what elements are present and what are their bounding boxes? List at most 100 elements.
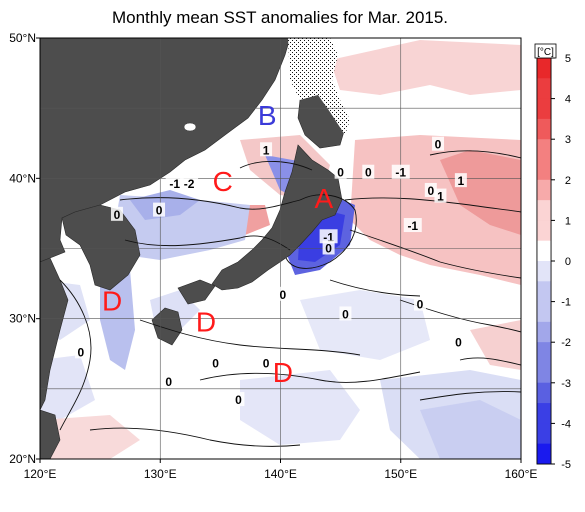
y-tick-label: 30°N — [9, 312, 36, 326]
contour-label-bg — [322, 240, 335, 255]
contour-label-bg — [209, 355, 222, 370]
contour-label: 0 — [165, 375, 172, 389]
contour-label-bg — [391, 164, 410, 179]
contour-label-bg — [153, 202, 166, 217]
contour-label-bg — [260, 355, 273, 370]
colorbar-band — [537, 179, 551, 201]
colorbar-tick-label: -3 — [561, 378, 571, 390]
contour-label: 1 — [437, 190, 444, 204]
x-tick-label: 150°E — [384, 467, 417, 481]
colorbar-band — [537, 98, 551, 119]
contour-label: 0 — [156, 204, 163, 218]
colorbar-band — [537, 240, 551, 261]
y-tick-label: 50°N — [9, 31, 36, 45]
colorbar-band — [537, 321, 551, 343]
region-label-layer: A B C D D D — [102, 100, 333, 388]
contour-label: 0 — [235, 393, 242, 407]
contour-label: 0 — [114, 208, 121, 222]
contour-label-bg — [454, 173, 467, 188]
colorbar-unit-box — [534, 43, 557, 59]
region-label-c: C — [213, 166, 233, 197]
colorbar-band — [537, 403, 551, 424]
region-label-d: D — [102, 285, 122, 316]
contour-label: 0 — [325, 242, 332, 256]
colorbar-band — [537, 382, 551, 404]
lat-lon-grid — [40, 38, 521, 459]
colorbar-band — [537, 443, 551, 464]
island — [183, 122, 197, 132]
sea-ice-area — [288, 38, 350, 135]
contour-label-bg — [232, 392, 245, 407]
contour-label-bg — [276, 286, 289, 301]
colorbar-tick-label: 2 — [565, 175, 571, 187]
colorbar-tick-label: 0 — [565, 256, 571, 268]
contour-label-bg — [162, 373, 175, 388]
colorbar-tick-label: 3 — [565, 134, 571, 146]
contour-label: -2 — [184, 177, 195, 191]
anomaly-shading — [40, 40, 521, 459]
colorbar-band — [537, 261, 551, 282]
contour-label: 1 — [458, 174, 465, 188]
contour-label-bg — [180, 175, 199, 190]
colorbar-band — [537, 423, 551, 444]
contour-label-bg — [362, 164, 375, 179]
contour-label-bg — [260, 142, 273, 157]
region-label-b: B — [258, 100, 277, 131]
contour-label: 0 — [455, 336, 462, 350]
contour-label-bg — [165, 175, 184, 190]
contour-label: 0 — [212, 357, 219, 371]
contour-label-bg — [339, 306, 352, 321]
x-tick-label: 130°E — [144, 467, 177, 481]
colorbar-unit: [°C] — [537, 47, 554, 58]
region-label-d: D — [273, 357, 293, 388]
contour-label-bg — [403, 218, 422, 233]
colorbar-band — [537, 200, 551, 221]
contour-label: 0 — [417, 298, 424, 312]
colorbar-bands — [536, 57, 552, 465]
contour-label: -1 — [323, 230, 334, 244]
colorbar-band — [537, 220, 551, 241]
region-label-a: A — [314, 183, 333, 214]
contour-label: 0 — [427, 184, 434, 198]
contour-label: 0 — [342, 307, 349, 321]
contour-label-bg — [434, 188, 447, 203]
contour-label-bg — [413, 296, 426, 311]
contour-label: 0 — [78, 345, 85, 359]
colorbar-tick-label: -4 — [561, 418, 571, 430]
contour-label-bg — [110, 206, 123, 221]
contour-label-bg — [432, 136, 445, 151]
contour-label-bg — [424, 182, 437, 197]
colorbar-tick-label: -5 — [561, 459, 571, 471]
colorbar: [°C] 5 4 3 2 1 0 -1 -2 -3 -4 -5 — [534, 43, 571, 471]
contour-label: 0 — [435, 138, 442, 152]
contour-label-bg — [74, 344, 87, 359]
contour-label: 0 — [263, 357, 270, 371]
contour-label: 0 — [280, 288, 287, 302]
colorbar-band — [537, 159, 551, 180]
contour-label: -1 — [395, 166, 406, 180]
colorbar-tick-label: 4 — [565, 94, 571, 106]
land-mass — [40, 38, 346, 459]
region-label-d: D — [196, 306, 216, 337]
contour-label-bg — [452, 334, 465, 349]
contour-label: 1 — [263, 143, 270, 157]
colorbar-band — [537, 78, 551, 99]
contour-label: 0 — [365, 166, 372, 180]
colorbar-band — [537, 118, 551, 140]
contour-label: -1 — [169, 177, 180, 191]
colorbar-band — [537, 139, 551, 160]
contour-label: -1 — [407, 219, 418, 233]
colorbar-band — [537, 301, 551, 322]
y-tick-label: 40°N — [9, 171, 36, 185]
x-tick-label: 160°E — [505, 467, 538, 481]
x-tick-label: 140°E — [264, 467, 297, 481]
contour-lines — [59, 150, 521, 447]
contour-label-bg — [334, 164, 347, 179]
axis-labels: 120°E 130°E 140°E 150°E 160°E 20°N 30°N 40°N 50°… — [9, 31, 537, 481]
colorbar-tick-label: -2 — [561, 337, 571, 349]
contour-label: 0 — [337, 166, 344, 180]
y-tick-label: 20°N — [9, 452, 36, 466]
x-tick-label: 120°E — [24, 467, 57, 481]
map-title: Monthly mean SST anomalies for Mar. 2015… — [111, 8, 449, 27]
